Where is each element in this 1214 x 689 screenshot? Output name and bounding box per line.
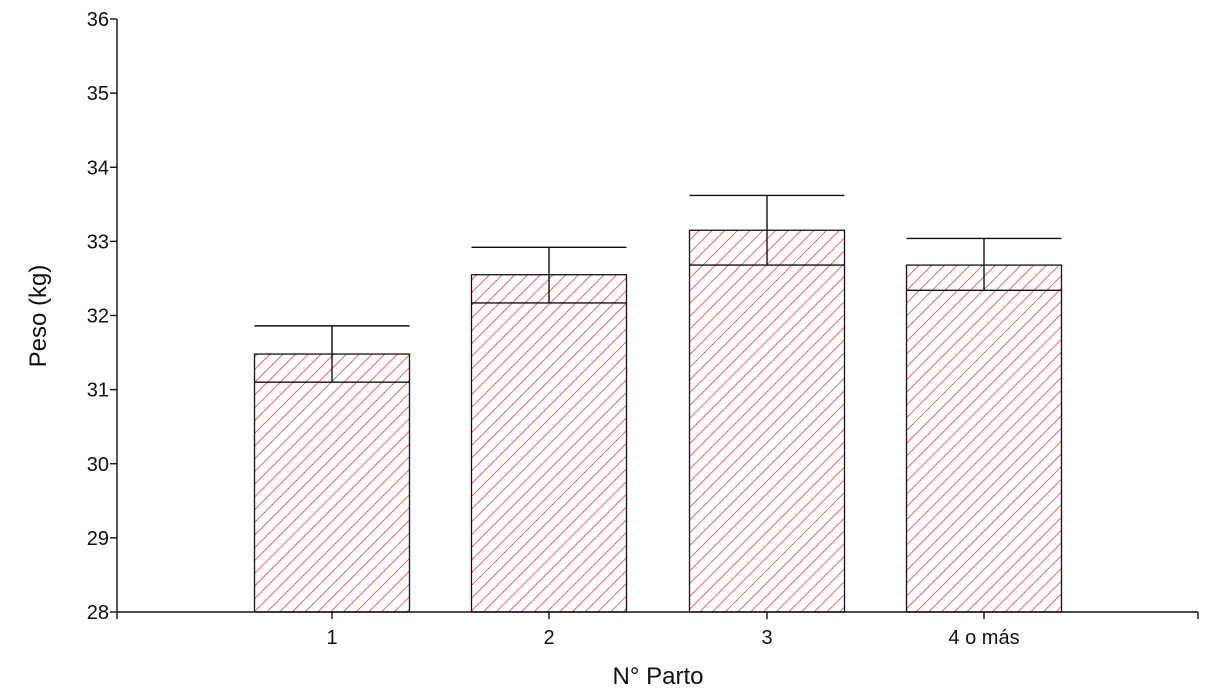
x-tick-label-2: 2: [543, 627, 554, 649]
y-tick-label-28: 28: [87, 602, 109, 624]
x-tick-label-4: 4 o más: [948, 627, 1019, 649]
y-axis-title: Peso (kg): [25, 265, 52, 368]
x-tick-label-3: 3: [761, 627, 772, 649]
bar-4: [905, 264, 1063, 613]
bar-2: [470, 274, 628, 613]
y-tick-label-30: 30: [87, 454, 109, 476]
y-tick-label-36: 36: [87, 9, 109, 31]
bar-3: [688, 229, 846, 613]
y-tick-label-29: 29: [87, 528, 109, 550]
x-tick-label-1: 1: [326, 627, 337, 649]
y-tick-label-32: 32: [87, 306, 109, 328]
axes-layer: [110, 18, 1199, 619]
y-tick-label-34: 34: [87, 157, 109, 179]
y-tick-label-35: 35: [87, 83, 109, 105]
y-tick-label-33: 33: [87, 231, 109, 253]
bar-1: [253, 353, 411, 613]
error-bars-layer: [254, 194, 1062, 383]
y-tick-label-31: 31: [87, 380, 109, 402]
bars-layer: [253, 229, 1063, 613]
tick-labels-layer: 28 29 30 31 32 33 34 35 36 1 2 3 4 o más: [87, 9, 1020, 649]
x-axis-title: N° Parto: [613, 663, 704, 689]
